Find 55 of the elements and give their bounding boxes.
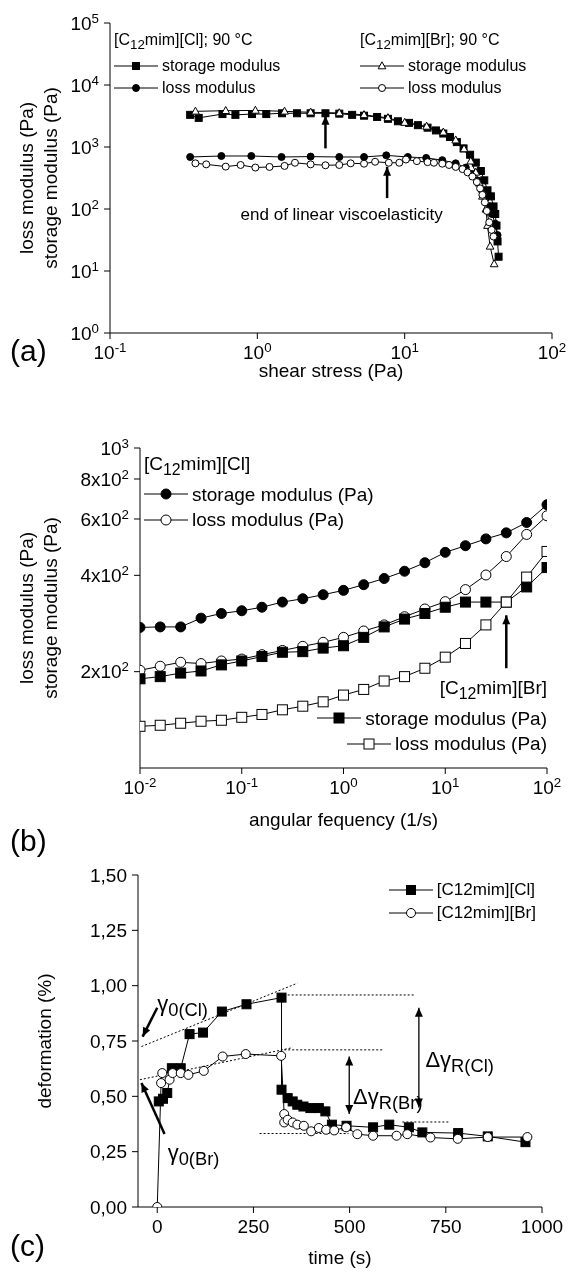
legend-label: [C12mim][Br] — [436, 901, 536, 924]
y-tick-label: 1,00 — [90, 975, 127, 997]
x-tick-label: 1000 — [520, 1216, 564, 1238]
x-tick-label: 10$^{2}$ — [537, 339, 567, 364]
x-tick-label: 10$^{2}$ — [532, 774, 562, 799]
y-tick-label: 4x10$^{2}$ — [80, 562, 129, 586]
x-tick-label: 500 — [333, 1216, 366, 1238]
legend-label: loss modulus (Pa) — [192, 508, 345, 533]
y-tick-label: 1,50 — [90, 864, 127, 886]
annotation: Δγ$_{R(Cl)}$ — [425, 1046, 494, 1077]
text: (b) — [10, 824, 47, 858]
x-tick-label: 750 — [429, 1216, 462, 1238]
y-axis-title: deformation (%) — [33, 973, 55, 1109]
legend-label: loss modulus — [162, 77, 256, 98]
y-axis-title: loss modulus (Pa) storage modulus (Pa) — [15, 87, 61, 269]
y-tick-label: 10$^{3}$ — [70, 134, 99, 158]
y-tick-label: 10$^{3}$ — [100, 435, 129, 459]
y-tick-label: 0,50 — [90, 1085, 127, 1107]
x-tick-label: 10$^{1}$ — [430, 774, 460, 799]
text: (a) — [10, 334, 47, 368]
y-tick-label: 2x10$^{2}$ — [80, 658, 129, 683]
annotation: [C$_{12}$mim][Br]; 90 °C — [360, 30, 500, 55]
x-tick-label: 10$^{-2}$ — [123, 774, 157, 799]
y-tick-label: 6x10$^{2}$ — [80, 506, 129, 530]
y-tick-label: 10$^{5}$ — [70, 10, 99, 34]
text: (c) — [10, 1229, 45, 1263]
annotation: [C$_{12}$mim][Cl] — [144, 452, 251, 480]
y-tick-label: 10$^{2}$ — [70, 196, 99, 220]
x-tick-label: 0 — [151, 1216, 163, 1238]
annotation: [C$_{12}$mim][Br] — [439, 676, 547, 704]
legend-label: loss modulus (Pa) — [394, 732, 547, 757]
annotation: γ$_{0(Cl)}$ — [157, 991, 208, 1021]
legend-label: storage modulus — [408, 56, 527, 77]
y-tick-label: 0,00 — [90, 1196, 127, 1218]
x-axis-title: angular fequency (1/s) — [247, 809, 440, 831]
y-tick-label: 0,25 — [90, 1141, 127, 1163]
legend-label: storage modulus (Pa) — [192, 482, 374, 507]
x-axis-title: time (s) — [307, 1247, 373, 1269]
y-tick-label: 0,75 — [90, 1030, 127, 1052]
y-tick-label: 1,25 — [90, 919, 127, 941]
y-tick-label: 10$^{4}$ — [70, 72, 99, 96]
legend-label: storage modulus — [162, 56, 281, 77]
legend-label: storage modulus (Pa) — [365, 706, 547, 731]
x-tick-label: 10$^{-1}$ — [225, 774, 259, 799]
y-tick-label: 8x10$^{2}$ — [80, 466, 129, 490]
x-tick-label: 10$^{0}$ — [329, 774, 358, 799]
annotation: Δγ$_{R(Br)}$ — [353, 1084, 423, 1114]
x-tick-label: 250 — [237, 1216, 270, 1238]
y-axis-title: loss modulus (Pa) storage modulus (Pa) — [15, 517, 61, 699]
legend-label: [C12mim][Cl] — [436, 879, 536, 901]
y-tick-label: 10$^{1}$ — [70, 258, 99, 282]
annotation: γ$_{0(Br)}$ — [167, 1139, 220, 1170]
annotation: [C$_{12}$mim][Cl]; 90 °C — [114, 30, 253, 55]
annotation: end of linear viscoelasticity — [240, 205, 443, 225]
legend-label: loss modulus — [408, 77, 502, 98]
